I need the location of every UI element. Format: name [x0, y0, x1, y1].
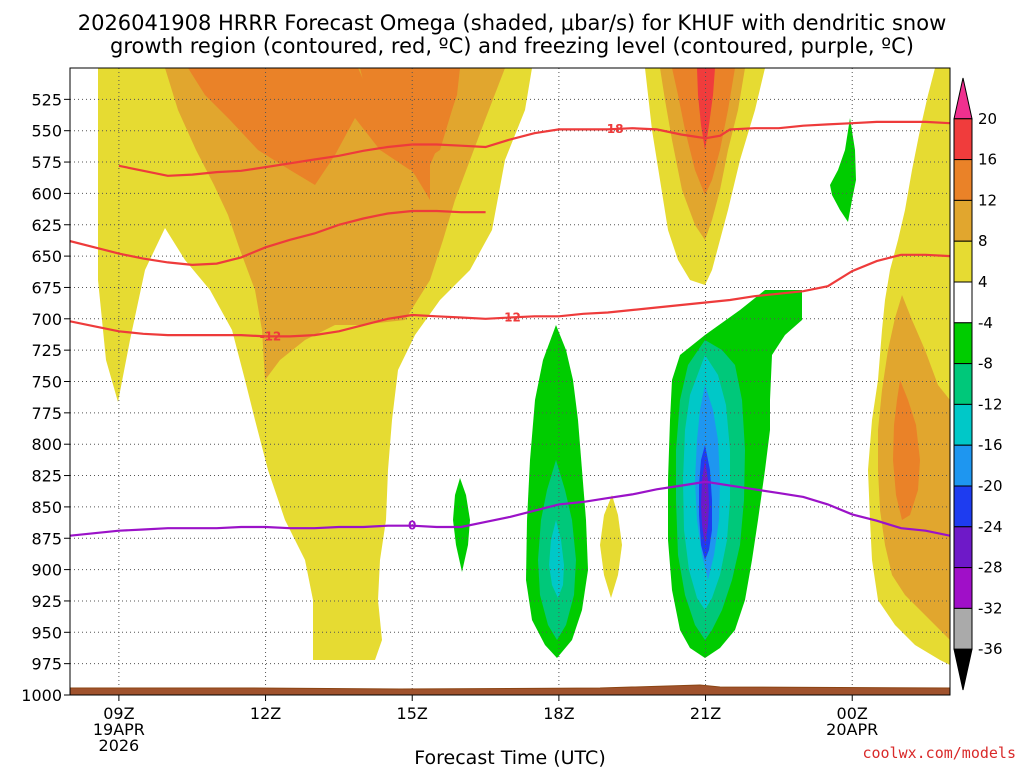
- colorbar-swatch-8: [953, 403, 973, 446]
- y-tick-label-625: 625: [31, 216, 62, 235]
- x-tick-label-09Z: 09Z: [103, 704, 134, 723]
- colorbar-label-2: 12: [978, 191, 997, 209]
- colorbar-label-7: -12: [978, 395, 1003, 413]
- chart-title-line-1: 2026041908 HRRR Forecast Omega (shaded, …: [78, 11, 947, 35]
- colorbar-swatch-12: [953, 567, 973, 609]
- colorbar-label-1: 16: [978, 151, 997, 169]
- colorbar-swatch-13: [953, 607, 973, 650]
- colorbar-label-4: 4: [978, 273, 988, 291]
- colorbar-label-3: 8: [978, 232, 988, 250]
- contour-1: [70, 253, 950, 338]
- colorbar-label-9: -20: [978, 477, 1003, 495]
- omega-shade-neg12-18z: [549, 520, 564, 598]
- colorbar-swatch-1: [953, 118, 973, 161]
- x-tick-date-09Z: 19APR: [93, 720, 145, 739]
- colorbar-bottom-triangle: [953, 648, 973, 691]
- contour-0: [118, 120, 950, 177]
- omega-shade-pos4-blob-1930z: [600, 495, 622, 598]
- omega-shade-neg4-blob-16z: [453, 478, 470, 572]
- contour-label-3-0: 0: [408, 519, 416, 533]
- colorbar-swatch-5: [953, 281, 973, 324]
- y-tick-label-525: 525: [31, 90, 62, 109]
- contour-2: [70, 209, 486, 267]
- x-tick-label-15Z: 15Z: [397, 704, 428, 723]
- colorbar-label-0: 20: [978, 110, 997, 128]
- y-tick-label-600: 600: [31, 184, 62, 203]
- y-tick-label-775: 775: [31, 404, 62, 423]
- colorbar-label-10: -24: [978, 518, 1003, 536]
- colorbar-label-11: -28: [978, 559, 1003, 577]
- x-axis-label: Forecast Time (UTC): [414, 747, 605, 768]
- x-tick-year-09Z: 2026: [99, 736, 140, 755]
- colorbar-label-13: -36: [978, 640, 1003, 658]
- colorbar-label-12: -32: [978, 599, 1003, 617]
- contour-3: [70, 480, 950, 537]
- omega-shade-pos12-right: [893, 380, 920, 520]
- colorbar-top-triangle: [953, 77, 973, 120]
- plot-area: -18 -12 -12 0: [70, 68, 950, 695]
- x-tick-label-18Z: 18Z: [543, 704, 574, 723]
- colorbar-label-6: -8: [978, 355, 993, 373]
- y-tick-label-650: 650: [31, 247, 62, 266]
- colorbar-swatch-9: [953, 444, 973, 487]
- chart-title-line-2: growth region (contoured, red, ºC) and f…: [110, 34, 914, 58]
- colorbar: 20 16 12 8 4 -4 -8 -12 -16 -20 -24 -28 -32 -36: [953, 77, 1003, 691]
- y-tick-label-1000: 1000: [21, 686, 62, 705]
- colorbar-swatch-6: [953, 322, 973, 365]
- x-tick-label-00Z: 00Z: [837, 704, 868, 723]
- contour-label-0-0: -18: [602, 122, 624, 136]
- colorbar-swatch-2: [953, 159, 973, 201]
- contour-label-1-0: -12: [260, 329, 282, 343]
- contour-label-1-1: -12: [499, 311, 521, 325]
- contour-lines: -18 -12 -12 0: [70, 120, 950, 537]
- x-tick-date-00Z: 20APR: [826, 720, 878, 739]
- y-tick-label-800: 800: [31, 435, 62, 454]
- y-axis: 525 550 575 600 625 650 675 700 725 750 775 800 825 8…: [21, 90, 70, 705]
- y-tick-label-700: 700: [31, 310, 62, 329]
- x-tick-label-21Z: 21Z: [690, 704, 721, 723]
- y-tick-label-850: 850: [31, 498, 62, 517]
- colorbar-swatch-11: [953, 526, 973, 569]
- y-tick-label-750: 750: [31, 373, 62, 392]
- terrain-strip: [70, 684, 950, 695]
- y-tick-label-725: 725: [31, 341, 62, 360]
- colorbar-swatch-4: [953, 240, 973, 283]
- x-tick-label-12Z: 12Z: [250, 704, 281, 723]
- y-tick-label-825: 825: [31, 467, 62, 486]
- y-tick-label-675: 675: [31, 278, 62, 297]
- colorbar-swatch-10: [953, 485, 973, 528]
- colorbar-label-5: -4: [978, 314, 993, 332]
- y-tick-label-575: 575: [31, 153, 62, 172]
- y-tick-label-975: 975: [31, 655, 62, 674]
- omega-shade-neg4-blob-2330z: [830, 118, 856, 222]
- credit-text: coolwx.com/models: [862, 744, 1016, 762]
- y-tick-label-925: 925: [31, 592, 62, 611]
- y-tick-label-950: 950: [31, 623, 62, 642]
- y-tick-label-875: 875: [31, 529, 62, 548]
- y-tick-label-550: 550: [31, 122, 62, 141]
- colorbar-swatch-3: [953, 199, 973, 242]
- y-tick-label-900: 900: [31, 561, 62, 580]
- omega-shade-pos12-left: [188, 68, 460, 200]
- colorbar-label-8: -16: [978, 436, 1003, 454]
- omega-shade-pos12-left-b: [360, 68, 460, 175]
- colorbar-swatch-7: [953, 363, 973, 405]
- grid-lines: [70, 68, 950, 695]
